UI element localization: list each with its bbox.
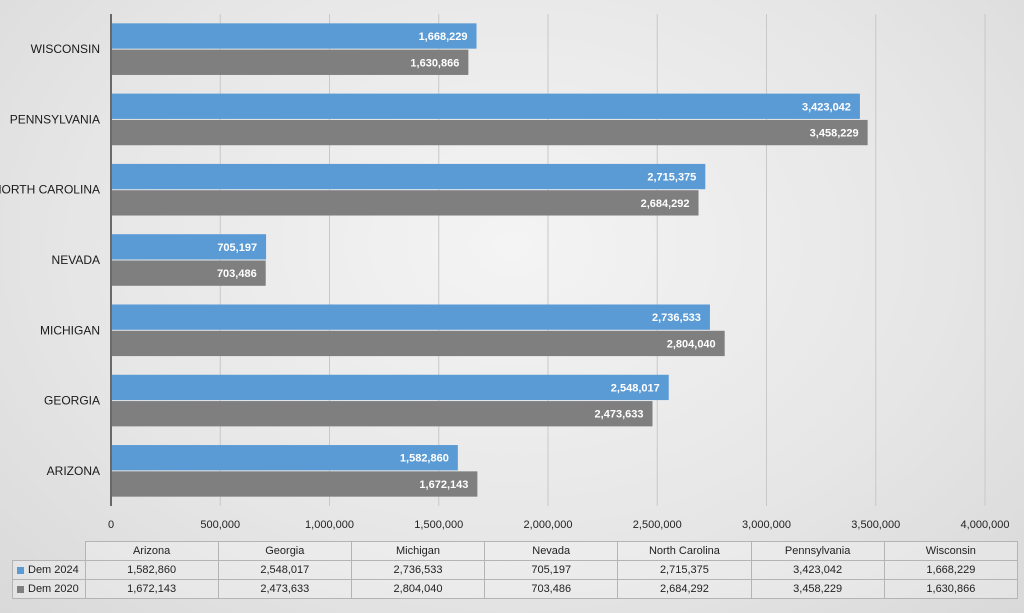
bar-value-label: 3,423,042 [802,101,851,113]
legend-swatch [17,566,24,574]
data-table-row: Dem 2020 1,672,143 2,473,633 2,804,040 703,4… [12,579,1019,599]
data-table-cell: 2,684,292 [617,579,752,599]
bar-value-label: 2,804,040 [667,338,716,350]
data-table-grid: Arizona Georgia Michigan Nevada North Caroli… [12,541,1019,599]
x-tick-label: 2,500,000 [633,519,682,531]
data-table-cell: 1,630,866 [883,579,1019,599]
bar-dem-2020 [112,119,868,146]
bar-value-label: 1,582,860 [400,453,449,465]
data-table-column-header: Pennsylvania [750,541,885,561]
data-table-column-header: Michigan [350,541,486,561]
bar-value-label: 2,736,533 [652,312,701,324]
data-table-column-header: Nevada [484,541,619,561]
data-table-column-header: Arizona [84,541,219,561]
bar-dem-2020 [112,330,725,357]
category-label: WISCONSIN [31,42,100,56]
x-tick-label: 3,000,000 [742,519,791,531]
bar-dem-2020 [112,401,653,427]
data-table-cell: 2,473,633 [217,579,352,599]
gridlines [219,14,986,506]
x-tick-label: 1,000,000 [305,519,354,531]
bars: 1,668,229 1,630,866 3,423,042 3,458,229 2,71… [112,23,868,497]
data-table-cell: 705,197 [484,560,619,580]
data-table-cell: 1,668,229 [883,560,1019,580]
x-tick-label: 0 [108,519,114,531]
x-axis-tick-labels: 0 500,000 1,000,000 1,500,000 2,000,000 2,500… [108,519,1010,531]
data-table-cell: 1,672,143 [84,579,219,599]
data-table-cell: 703,486 [484,579,619,599]
bar-dem-2024 [112,304,710,330]
legend-label: Dem 2020 [28,583,79,595]
x-tick-label: 1,500,000 [414,519,463,531]
bar-dem-2024 [112,234,267,260]
bar-dem-2024 [112,445,458,471]
bar-value-label: 1,630,866 [410,57,459,69]
bar-value-label: 703,486 [217,268,257,280]
bar-value-label: 2,473,633 [595,409,644,421]
legend-entry: Dem 2024 [12,560,86,580]
data-table-column-header: North Carolina [617,541,752,561]
data-table-cell: 1,582,860 [84,560,219,580]
bar-dem-2024 [112,93,860,119]
bar-dem-2020 [112,471,478,497]
data-table-cell: 3,458,229 [750,579,885,599]
bar-value-label: 1,672,143 [419,479,468,491]
bar-value-label: 2,548,017 [611,382,660,394]
bar-dem-2020 [112,190,699,216]
data-table-cell: 2,736,533 [350,560,486,580]
data-table-cell: 2,548,017 [217,560,352,580]
category-label: PENNSYLVANIA [10,112,100,126]
data-table-column-header: Wisconsin [883,541,1019,561]
legend-swatch [17,585,24,593]
data-table-cell: 2,804,040 [350,579,486,599]
legend-entry: Dem 2020 [12,579,86,599]
bar-dem-2024 [112,163,706,190]
category-label: NEVADA [52,253,100,267]
data-table-column-header: Georgia [217,541,352,561]
category-label: MICHIGAN [40,323,100,337]
bar-dem-2024 [112,374,669,401]
data-table-row: Dem 2024 1,582,860 2,548,017 2,736,533 705,1… [12,560,1019,580]
data-table-corner [13,542,86,561]
x-tick-label: 3,500,000 [851,519,900,531]
data-table-cell: 2,715,375 [617,560,752,580]
bar-dem-2024 [112,23,477,49]
bar-value-label: 1,668,229 [419,31,468,43]
bar-value-label: 2,715,375 [647,172,696,184]
bar-value-label: 3,458,229 [810,128,859,140]
bar-chart: 1,668,229 1,630,866 3,423,042 3,458,229 2,71… [0,14,1010,531]
category-label: NORTH CAROLINA [0,183,100,197]
data-table-header: Arizona Georgia Michigan Nevada North Caroli… [13,541,1019,561]
data-table-cell: 3,423,042 [750,560,885,580]
category-label: GEORGIA [44,394,100,408]
x-tick-label: 500,000 [200,519,240,531]
legend-label: Dem 2024 [28,564,79,576]
data-table-body: Dem 2024 1,582,860 2,548,017 2,736,533 705,1… [12,560,1019,599]
category-label: ARIZONA [47,464,100,478]
category-labels: WISCONSIN PENNSYLVANIA NORTH CAROLINA NEVAD… [0,42,100,478]
bar-dem-2020 [112,49,469,75]
x-tick-label: 2,000,000 [524,519,573,531]
data-table: Arizona Georgia Michigan Nevada North Caroli… [12,541,1019,599]
bar-dem-2020 [112,260,266,286]
x-tick-label: 4,000,000 [961,519,1010,531]
bar-value-label: 2,684,292 [641,198,690,210]
bar-value-label: 705,197 [217,242,257,254]
